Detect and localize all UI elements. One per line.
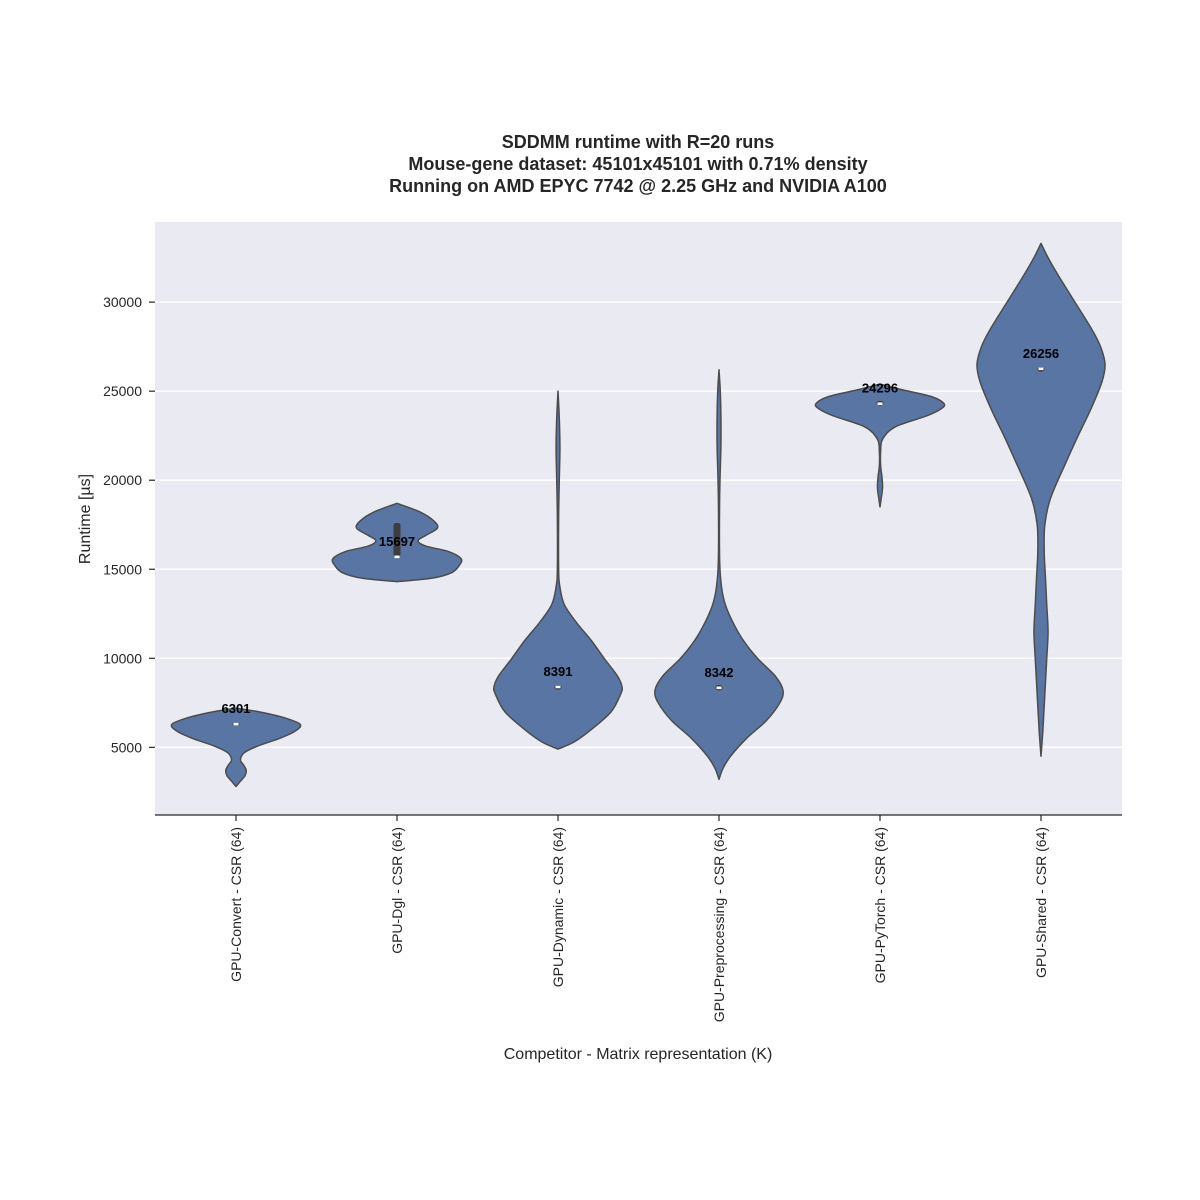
quartile-box [393, 522, 401, 557]
median-value-label: 24296 [862, 381, 898, 396]
median-value-label: 26256 [1023, 346, 1059, 361]
x-axis-label: Competitor - Matrix representation (K) [504, 1046, 773, 1063]
violin-body [976, 242, 1106, 757]
median-value-label: 6301 [222, 701, 251, 716]
violin-body [654, 369, 784, 781]
chart-title-line-2: Mouse-gene dataset: 45101x45101 with 0.7… [408, 154, 867, 174]
x-tick-label: GPU-Dynamic - CSR (64) [550, 827, 566, 987]
violin-body [492, 390, 624, 750]
median-value-label: 8342 [705, 665, 734, 680]
grid-lines [155, 301, 1122, 749]
y-tick-label: 5000 [111, 739, 142, 755]
x-tick-label: GPU-Shared - CSR (64) [1033, 827, 1049, 978]
y-axis-ticks: 5000 10000 15000 20000 25000 30000 [103, 294, 155, 755]
x-tick-label: GPU-Preprocessing - CSR (64) [711, 827, 727, 1022]
y-tick-label: 20000 [103, 472, 142, 488]
x-axis-ticks: GPU-Convert - CSR (64) GPU-Dgl - CSR (64)… [228, 815, 1049, 1022]
median-dot [555, 685, 561, 689]
median-dot [394, 555, 400, 559]
violin-body [814, 383, 946, 508]
y-axis-label: Runtime [µs] [77, 474, 94, 564]
violin-body [170, 707, 302, 788]
chart-title: SDDMM runtime with R=20 runs Mouse-gene … [389, 132, 887, 196]
median-dot [716, 686, 722, 690]
y-tick-label: 10000 [103, 650, 142, 666]
x-tick-label: GPU-Convert - CSR (64) [228, 827, 244, 982]
y-tick-label: 25000 [103, 383, 142, 399]
y-tick-label: 30000 [103, 294, 142, 310]
median-labels: 6301 15697 8391 8342 24296 26256 [222, 346, 1060, 716]
median-value-label: 8391 [544, 664, 573, 679]
chart-title-line-1: SDDMM runtime with R=20 runs [502, 132, 775, 152]
median-value-label: 15697 [379, 534, 415, 549]
median-dot [233, 722, 239, 726]
y-tick-label: 15000 [103, 561, 142, 577]
x-tick-label: GPU-PyTorch - CSR (64) [872, 827, 888, 983]
x-tick-label: GPU-Dgl - CSR (64) [389, 827, 405, 954]
chart-title-line-3: Running on AMD EPYC 7742 @ 2.25 GHz and … [389, 176, 887, 196]
median-dot [877, 402, 883, 406]
median-dot [1038, 367, 1044, 371]
violins [170, 242, 1106, 788]
plot-area [155, 222, 1122, 815]
